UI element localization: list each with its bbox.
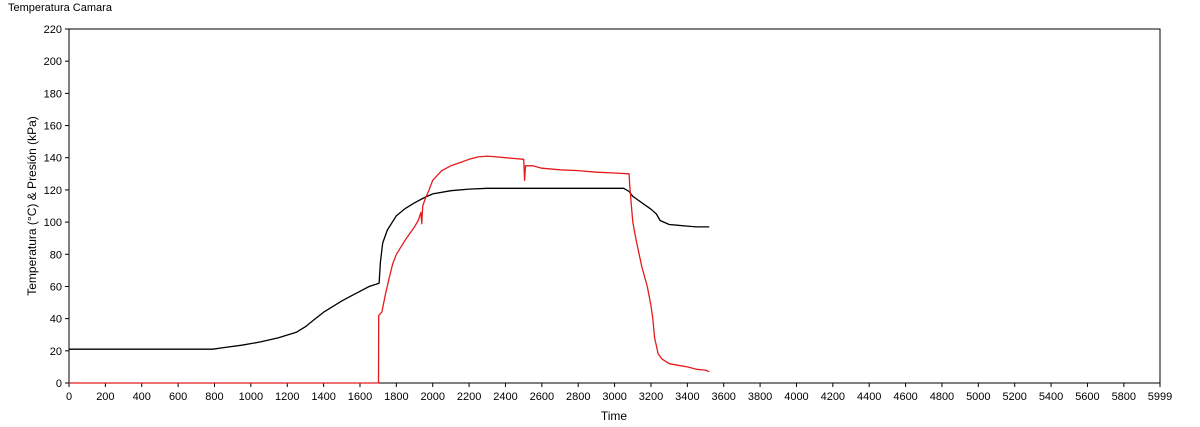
x-tick-label: 0 xyxy=(66,391,72,403)
y-axis: 0 20 40 60 80 100 120 140 160 180 200 220 xyxy=(44,24,69,390)
y-tick-label: 20 xyxy=(50,346,62,358)
y-tick-label: 220 xyxy=(44,24,62,36)
x-tick-label: 3200 xyxy=(639,391,663,403)
x-tick-label: 1400 xyxy=(311,391,335,403)
x-tick-label: 5600 xyxy=(1075,391,1099,403)
x-tick-label: 1000 xyxy=(239,391,263,403)
x-tick-label: 800 xyxy=(205,391,223,403)
y-axis-label: Temperatura (°C) & Presión (kPa) xyxy=(25,116,39,296)
y-tick-label: 100 xyxy=(44,217,62,229)
x-tick-label: 2000 xyxy=(420,391,444,403)
y-tick-label: 200 xyxy=(44,56,62,68)
x-tick-label: 2800 xyxy=(566,391,590,403)
series-line-2 xyxy=(69,155,710,384)
x-tick-label: 5000 xyxy=(966,391,990,403)
x-tick-label: 5800 xyxy=(1112,391,1136,403)
x-tick-label: 4600 xyxy=(893,391,917,403)
x-axis: 0 200 400 600 800 1000 1200 1400 1600 1800 2000 220… xyxy=(66,383,1172,403)
y-tick-label: 60 xyxy=(50,281,62,293)
y-tick-label: 160 xyxy=(44,121,62,133)
plot-area xyxy=(68,28,1161,384)
x-tick-label: 600 xyxy=(169,391,187,403)
x-tick-label: 2200 xyxy=(457,391,481,403)
x-tick-label: 2600 xyxy=(530,391,554,403)
y-tick-label: 140 xyxy=(44,153,62,165)
x-tick-label: 1200 xyxy=(275,391,299,403)
x-tick-label: 1600 xyxy=(348,391,372,403)
series-layer xyxy=(69,155,710,384)
x-tick-label: 5200 xyxy=(1002,391,1026,403)
x-tick-label: 3600 xyxy=(711,391,735,403)
y-tick-label: 0 xyxy=(56,378,62,390)
x-tick-label: 4800 xyxy=(930,391,954,403)
x-tick-label: 4000 xyxy=(784,391,808,403)
x-tick-label: 3800 xyxy=(748,391,772,403)
y-tick-label: 40 xyxy=(50,314,62,326)
x-tick-label: 4200 xyxy=(821,391,845,403)
x-tick-label: 3000 xyxy=(602,391,626,403)
x-tick-label: 5999 xyxy=(1148,391,1172,403)
x-axis-label: Time xyxy=(601,409,628,423)
x-tick-label: 2400 xyxy=(493,391,517,403)
x-tick-label: 200 xyxy=(96,391,114,403)
x-tick-label: 3400 xyxy=(675,391,699,403)
y-tick-label: 80 xyxy=(50,249,62,261)
series-line-1 xyxy=(69,187,710,350)
x-tick-label: 4400 xyxy=(857,391,881,403)
x-tick-label: 5400 xyxy=(1039,391,1063,403)
x-tick-label: 1800 xyxy=(384,391,408,403)
y-tick-label: 180 xyxy=(44,88,62,100)
x-tick-label: 400 xyxy=(133,391,151,403)
y-tick-label: 120 xyxy=(44,185,62,197)
chart-title: Temperatura Camara xyxy=(8,2,112,14)
